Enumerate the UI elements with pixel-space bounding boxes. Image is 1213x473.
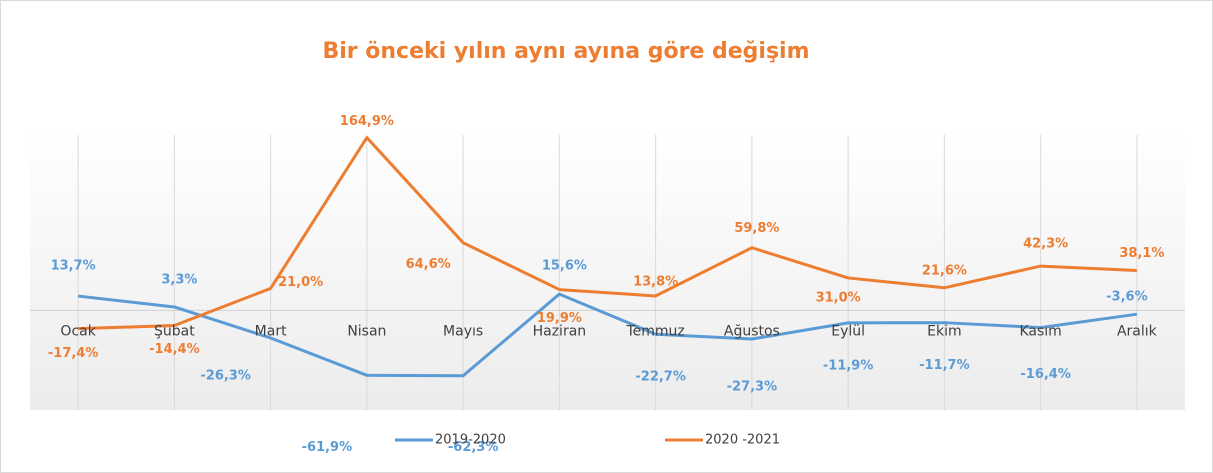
x-tick-label: Kasım bbox=[1019, 323, 1061, 339]
x-tick-label: Ocak bbox=[60, 323, 96, 339]
data-label: -61,9% bbox=[302, 440, 353, 455]
x-tick-label: Mayıs bbox=[443, 323, 483, 339]
data-label: 31,0% bbox=[816, 290, 861, 305]
data-label: -26,3% bbox=[200, 368, 251, 383]
data-label: 42,3% bbox=[1023, 237, 1068, 252]
legend-label: 2020 -2021 bbox=[705, 433, 780, 448]
data-label: -16,4% bbox=[1020, 367, 1071, 382]
data-label: 21,6% bbox=[922, 263, 967, 278]
data-label: -11,9% bbox=[823, 358, 874, 373]
x-tick-label: Haziran bbox=[533, 323, 587, 339]
x-tick-label: Nisan bbox=[347, 323, 386, 339]
chart-title: Bir önceki yılın aynı ayına göre değişim bbox=[322, 39, 809, 64]
data-label: -11,7% bbox=[919, 358, 970, 373]
plot-area bbox=[30, 130, 1185, 410]
x-tick-label: Eylül bbox=[831, 323, 865, 339]
series-line bbox=[78, 136, 1137, 331]
data-label: 164,9% bbox=[340, 114, 394, 129]
data-label: 3,3% bbox=[161, 272, 197, 287]
data-label: 64,6% bbox=[406, 257, 451, 272]
x-tick-label: Aralık bbox=[1117, 323, 1158, 339]
data-label: 59,8% bbox=[734, 221, 779, 236]
data-label: 15,6% bbox=[542, 259, 587, 274]
data-label: -62,3% bbox=[448, 440, 499, 455]
data-label: -27,3% bbox=[727, 380, 778, 395]
data-label: 38,1% bbox=[1119, 246, 1164, 261]
data-label: -14,4% bbox=[149, 342, 200, 357]
series-line bbox=[77, 292, 1138, 378]
data-label: 21,0% bbox=[278, 275, 323, 290]
data-label: 13,8% bbox=[633, 274, 678, 289]
x-tick-label: Temmuz bbox=[625, 323, 684, 339]
x-tick-label: Mart bbox=[255, 323, 287, 339]
x-tick-label: Ekim bbox=[927, 323, 961, 339]
data-label: -22,7% bbox=[635, 370, 686, 385]
legend-label: 2019-2020 bbox=[435, 433, 506, 448]
data-label: -17,4% bbox=[48, 346, 99, 361]
x-tick-label: Ağustos bbox=[724, 323, 780, 339]
data-label: 19,9% bbox=[537, 311, 582, 326]
x-tick-label: Şubat bbox=[154, 323, 195, 339]
data-label: 13,7% bbox=[51, 259, 96, 274]
data-label: -3,6% bbox=[1106, 290, 1147, 305]
